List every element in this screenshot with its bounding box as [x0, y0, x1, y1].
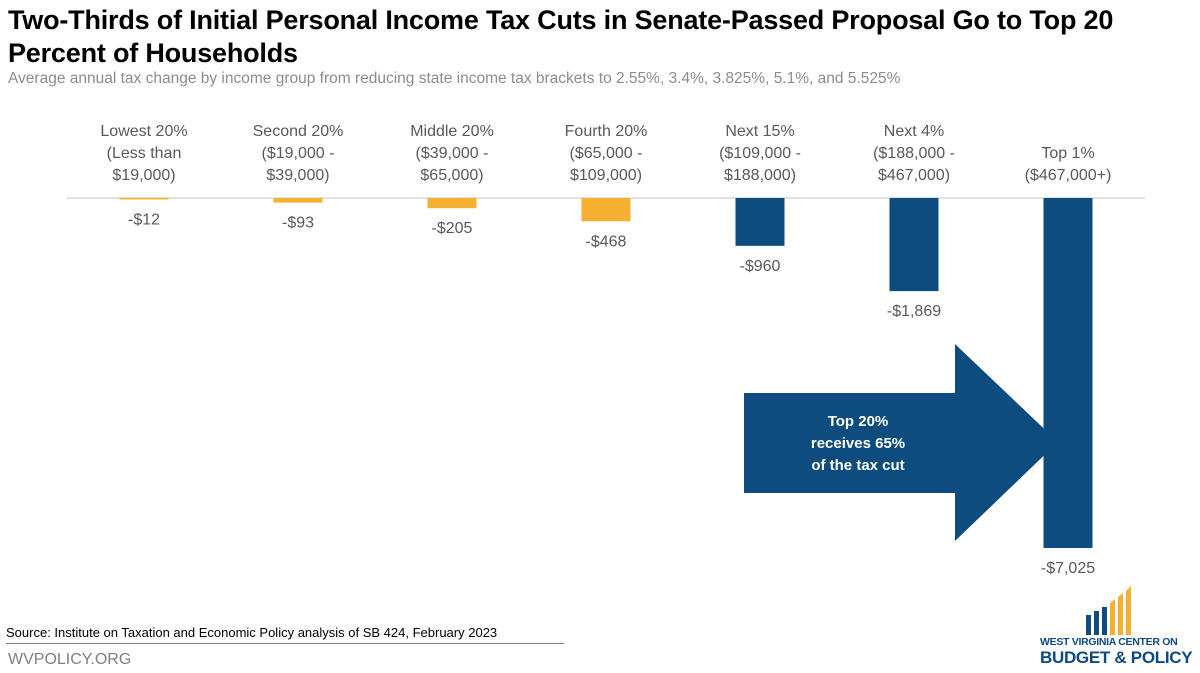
data-label-6: -$7,025: [1041, 560, 1095, 577]
annotation-text-line-1: receives 65%: [811, 435, 905, 452]
category-label-3-line-1: ($65,000 -: [570, 145, 643, 162]
category-label-4-line-1: ($109,000 -: [719, 145, 801, 162]
category-label-3-line-2: $109,000): [570, 167, 642, 184]
category-label-5-line-1: ($188,000 -: [873, 145, 955, 162]
logo-text-line1: WEST VIRGINIA CENTER ON: [1040, 636, 1178, 648]
bar-6: [1043, 198, 1093, 548]
data-label-2: -$205: [432, 220, 473, 237]
category-label-0-line-2: $19,000): [112, 167, 175, 184]
data-label-5: -$1,869: [887, 303, 941, 320]
value-labels: -$12 -$93 -$205 -$468 -$960 -$1,869 -$7,025: [128, 212, 1095, 578]
bar-1: [273, 198, 323, 203]
chart-title: Two-Thirds of Initial Personal Income Ta…: [8, 5, 1114, 68]
category-label-4-line-2: $188,000): [724, 167, 796, 184]
category-label-4-line-0: Next 15%: [725, 123, 794, 140]
bar-3: [581, 198, 631, 222]
annotation-text-line-2: of the tax cut: [811, 457, 904, 474]
category-label-0-line-0: Lowest 20%: [100, 123, 187, 140]
category-label-1-line-2: $39,000): [266, 167, 329, 184]
bars: [119, 198, 1093, 548]
bar-5: [889, 198, 939, 292]
category-label-2-line-1: ($39,000 -: [416, 145, 489, 162]
chart-subtitle: Average annual tax change by income grou…: [8, 70, 901, 87]
category-label-0-line-1: (Less than: [107, 145, 182, 162]
source-divider: [6, 643, 564, 644]
data-label-1: -$93: [282, 215, 314, 232]
source-note: Source: Institute on Taxation and Econom…: [6, 625, 498, 640]
data-label-4: -$960: [740, 258, 781, 275]
category-labels: Lowest 20% (Less than $19,000) Second 20% ($…: [100, 123, 1111, 184]
annotation-arrow-group: Top 20% receives 65% of the tax cut: [744, 344, 1058, 541]
category-label-2-line-0: Middle 20%: [410, 123, 494, 140]
category-label-3-line-0: Fourth 20%: [565, 123, 648, 140]
category-label-1-line-0: Second 20%: [253, 123, 344, 140]
category-label-5-line-0: Next 4%: [884, 123, 944, 140]
bar-4: [735, 198, 785, 246]
category-label-5-line-2: $467,000): [878, 167, 950, 184]
data-label-0: -$12: [128, 212, 160, 229]
category-label-6-line-0: Top 1%: [1041, 145, 1094, 162]
logo-bars-icon: [1086, 586, 1131, 635]
data-label-3: -$468: [586, 233, 627, 250]
category-label-2-line-2: $65,000): [420, 167, 483, 184]
logo-text-line2: BUDGET & POLICY: [1040, 648, 1193, 667]
bar-2: [427, 198, 477, 209]
annotation-text-line-0: Top 20%: [828, 413, 889, 430]
annotation-arrow: [744, 344, 1058, 541]
site-url: WVPOLICY.ORG: [8, 651, 132, 668]
category-label-1-line-1: ($19,000 -: [262, 145, 335, 162]
category-label-6-line-1: ($467,000+): [1025, 167, 1112, 184]
bar-0: [119, 198, 169, 200]
